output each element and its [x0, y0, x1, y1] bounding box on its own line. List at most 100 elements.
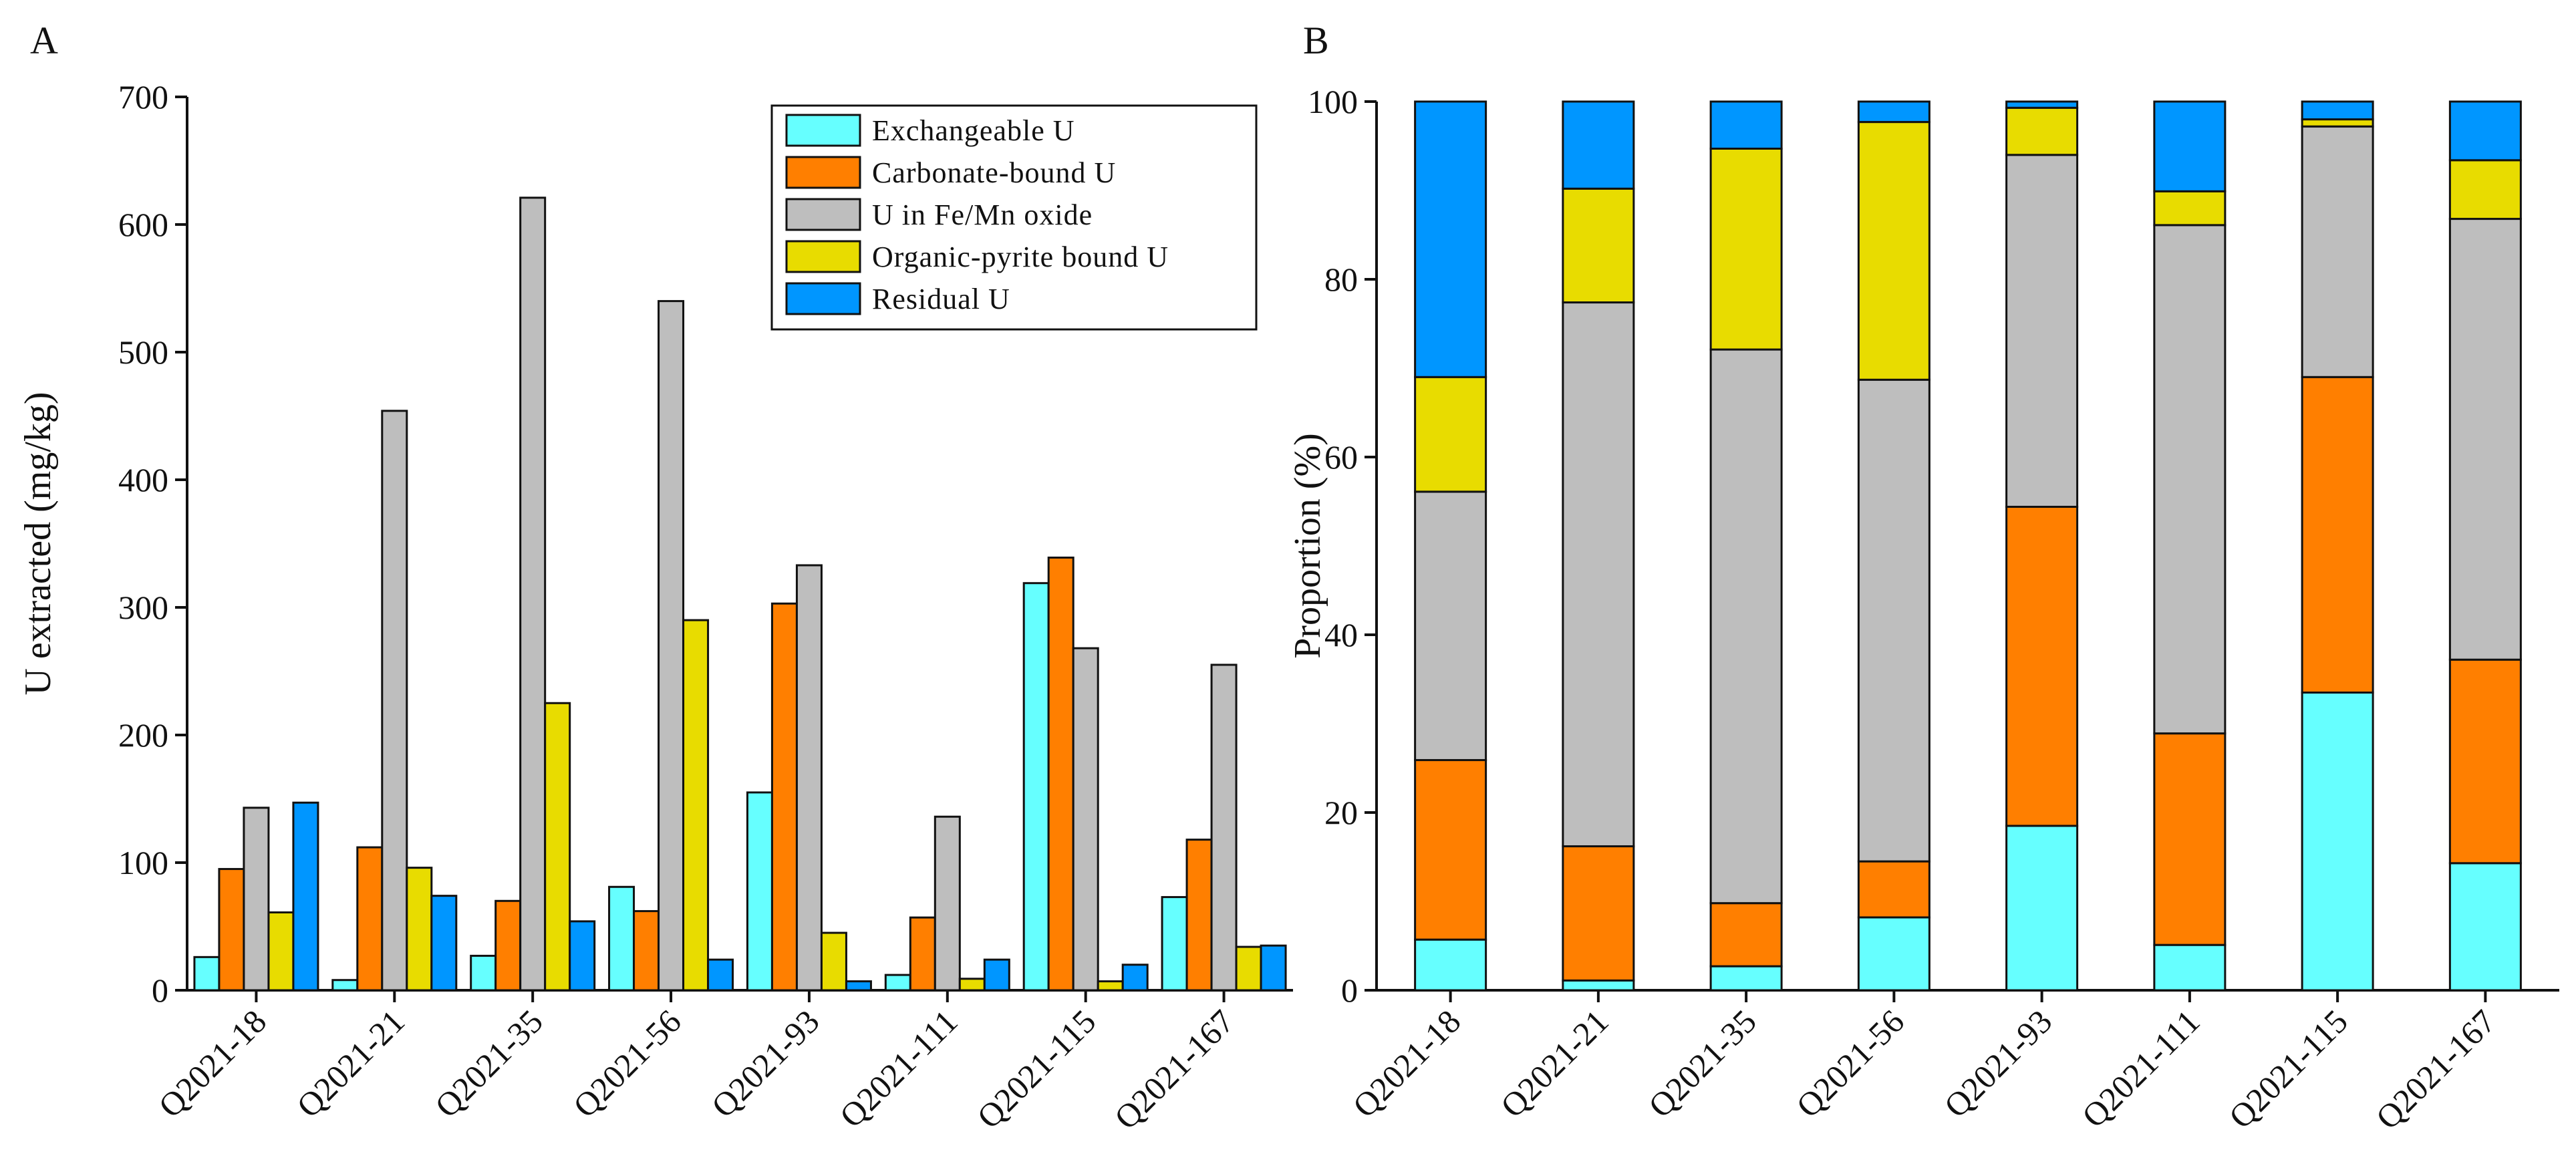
bar-a-5 — [569, 920, 596, 992]
chart-a-grouped-bar: 0 100 200 300 400 500 600 700 U extracted (mg/kg… — [17, 78, 1293, 1137]
bar-a-2 — [1047, 557, 1075, 992]
bar-a-2 — [494, 899, 522, 992]
bar-a-4 — [958, 978, 986, 992]
bar-a-5 — [707, 958, 734, 992]
bar-b-3 — [2301, 125, 2374, 378]
panel-a-letter: A — [30, 19, 58, 62]
bar-a-2 — [770, 602, 798, 992]
bar-b-1 — [1562, 979, 1635, 992]
bar-a-1 — [746, 791, 773, 992]
legend-swatch — [785, 156, 861, 189]
bar-b-1 — [1709, 965, 1783, 992]
bar-a-2 — [218, 868, 245, 992]
bar-b-3 — [2153, 224, 2227, 735]
bar-a-4 — [406, 867, 433, 992]
bar-a-1 — [1161, 896, 1188, 992]
bar-b-4 — [1562, 187, 1635, 304]
x-tick-label: Q2021-35 — [1641, 1002, 1763, 1125]
x-tick-label: Q2021-93 — [1937, 1002, 2059, 1125]
y-tick-label: 40 — [1324, 616, 1358, 653]
bar-b-5 — [1709, 100, 1783, 150]
y-tick-label: 0 — [1341, 972, 1358, 1009]
bar-a-3 — [1072, 647, 1099, 992]
bar-a-3 — [381, 410, 408, 992]
y-tick-label: 400 — [118, 461, 168, 498]
y-axis-title: Proportion (%) — [1287, 433, 1328, 659]
y-tick-label: 700 — [118, 78, 168, 116]
legend-label: Residual U — [872, 283, 1010, 315]
legend-swatch — [785, 282, 861, 315]
x-tick-label: Q2021-35 — [428, 1002, 550, 1125]
legend-swatch — [785, 240, 861, 273]
bar-a-5 — [292, 801, 319, 992]
bar-a-4 — [682, 619, 710, 992]
bar-a-5 — [430, 895, 458, 992]
bar-b-1 — [2153, 943, 2227, 992]
bar-b-4 — [1709, 147, 1783, 351]
x-tick-label: Q2021-111 — [2075, 1002, 2207, 1135]
x-tick-label: Q2021-18 — [151, 1002, 273, 1125]
x-tick-label: Q2021-167 — [2369, 1002, 2503, 1137]
legend-label: Organic-pyrite bound U — [872, 241, 1169, 273]
legend-label: Carbonate-bound U — [872, 156, 1116, 189]
bar-a-1 — [608, 885, 635, 992]
legend-swatch — [785, 114, 861, 147]
bar-a-1 — [884, 974, 911, 992]
y-tick-label: 0 — [152, 972, 168, 1009]
bar-b-2 — [2005, 505, 2079, 827]
x-tick-label: Q2021-111 — [833, 1002, 965, 1135]
bar-b-4 — [2301, 118, 2374, 128]
bar-a-4 — [1097, 980, 1124, 992]
x-tick-label: Q2021-115 — [2222, 1002, 2355, 1135]
bar-b-5 — [1562, 100, 1635, 190]
x-tick-label: Q2021-21 — [1493, 1002, 1616, 1125]
x-tick-label: Q2021-167 — [1107, 1002, 1242, 1137]
bar-a-3 — [1210, 664, 1238, 992]
bar-a-4 — [544, 702, 571, 992]
bar-b-3 — [1709, 348, 1783, 905]
bar-a-3 — [519, 196, 547, 992]
bar-a-2 — [1185, 839, 1213, 992]
bar-b-4 — [1414, 376, 1487, 493]
bar-b-5 — [2448, 100, 2522, 162]
bar-a-3 — [658, 300, 685, 992]
bar-b-2 — [2448, 658, 2522, 865]
panel-b-letter: B — [1303, 19, 1329, 62]
bar-a-5 — [1121, 964, 1149, 992]
bar-b-2 — [2153, 732, 2227, 946]
bar-b-3 — [1414, 490, 1487, 762]
bar-a-5 — [845, 980, 872, 992]
bar-a-2 — [909, 916, 936, 992]
bar-b-5 — [1857, 100, 1930, 124]
bar-b-1 — [1414, 938, 1487, 992]
y-tick-label: 80 — [1324, 261, 1358, 298]
bar-a-1 — [193, 956, 221, 992]
bar-a-1 — [470, 954, 497, 992]
bar-a-1 — [331, 979, 359, 992]
bar-a-5 — [983, 958, 1010, 992]
y-tick-label: 60 — [1324, 438, 1358, 476]
bar-b-5 — [1414, 100, 1487, 378]
bar-a-5 — [1260, 944, 1287, 992]
y-tick-label: 500 — [118, 333, 168, 371]
bar-b-3 — [1857, 378, 1930, 863]
bar-b-2 — [2301, 376, 2374, 694]
y-tick-label: 300 — [118, 589, 168, 626]
legend-label: Exchangeable U — [872, 114, 1075, 147]
bar-a-2 — [633, 910, 660, 992]
x-tick-label: Q2021-93 — [704, 1002, 827, 1125]
bar-a-3 — [934, 815, 961, 992]
y-axis-title: U extracted (mg/kg) — [17, 392, 59, 695]
y-tick-label: 20 — [1324, 794, 1358, 831]
bar-a-4 — [1235, 945, 1262, 992]
bar-b-5 — [2005, 100, 2079, 109]
legend-label: U in Fe/Mn oxide — [872, 198, 1093, 231]
bar-b-4 — [2448, 159, 2522, 221]
bar-a-3 — [243, 806, 270, 992]
x-tick-label: Q2021-18 — [1345, 1002, 1467, 1125]
bar-b-4 — [2005, 106, 2079, 156]
bar-b-1 — [1857, 916, 1930, 992]
x-tick-label: Q2021-56 — [566, 1002, 688, 1125]
bar-b-2 — [1562, 845, 1635, 982]
